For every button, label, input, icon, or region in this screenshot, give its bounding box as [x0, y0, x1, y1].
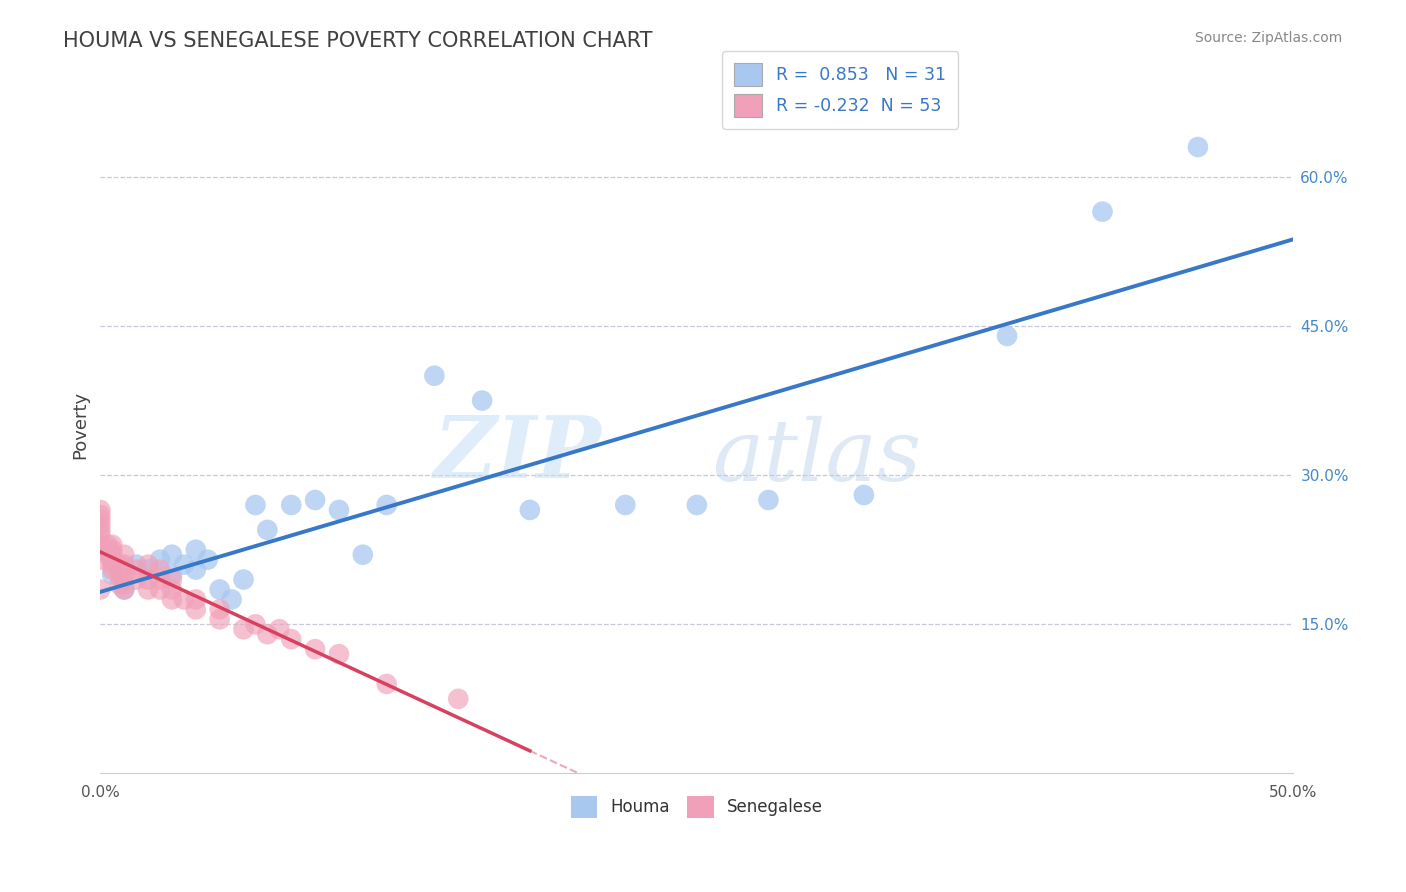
- Point: [136, 582, 159, 597]
- Point: [519, 503, 541, 517]
- Point: [89, 503, 111, 517]
- Point: [280, 498, 302, 512]
- Point: [686, 498, 709, 512]
- Point: [108, 567, 131, 582]
- Point: [112, 558, 135, 572]
- Point: [101, 538, 124, 552]
- Point: [184, 542, 207, 557]
- Point: [136, 558, 159, 572]
- Point: [149, 552, 172, 566]
- Point: [101, 552, 124, 566]
- Point: [352, 548, 374, 562]
- Point: [160, 573, 183, 587]
- Point: [101, 563, 124, 577]
- Point: [101, 567, 124, 582]
- Point: [328, 503, 350, 517]
- Point: [208, 582, 231, 597]
- Point: [447, 691, 470, 706]
- Point: [96, 538, 118, 552]
- Point: [375, 498, 398, 512]
- Point: [173, 592, 195, 607]
- Point: [136, 573, 159, 587]
- Point: [89, 528, 111, 542]
- Point: [423, 368, 446, 383]
- Point: [89, 542, 111, 557]
- Point: [995, 329, 1018, 343]
- Point: [125, 573, 148, 587]
- Point: [245, 498, 267, 512]
- Point: [304, 493, 326, 508]
- Point: [221, 592, 243, 607]
- Point: [96, 548, 118, 562]
- Point: [112, 577, 135, 591]
- Point: [197, 552, 219, 566]
- Point: [108, 558, 131, 572]
- Point: [852, 488, 875, 502]
- Point: [328, 647, 350, 661]
- Point: [1091, 204, 1114, 219]
- Point: [149, 563, 172, 577]
- Point: [160, 567, 183, 582]
- Point: [280, 632, 302, 647]
- Point: [136, 563, 159, 577]
- Point: [89, 538, 111, 552]
- Point: [160, 592, 183, 607]
- Text: atlas: atlas: [711, 416, 921, 498]
- Point: [471, 393, 494, 408]
- Point: [89, 582, 111, 597]
- Point: [160, 548, 183, 562]
- Y-axis label: Poverty: Poverty: [72, 392, 89, 459]
- Point: [208, 602, 231, 616]
- Point: [758, 493, 780, 508]
- Point: [89, 523, 111, 537]
- Point: [101, 558, 124, 572]
- Point: [184, 563, 207, 577]
- Point: [108, 577, 131, 591]
- Point: [208, 612, 231, 626]
- Point: [101, 548, 124, 562]
- Point: [89, 552, 111, 566]
- Point: [101, 542, 124, 557]
- Point: [125, 563, 148, 577]
- Legend: Houma, Senegalese: Houma, Senegalese: [564, 789, 830, 824]
- Point: [96, 542, 118, 557]
- Point: [112, 567, 135, 582]
- Text: Source: ZipAtlas.com: Source: ZipAtlas.com: [1195, 31, 1343, 45]
- Point: [112, 582, 135, 597]
- Point: [89, 508, 111, 522]
- Point: [160, 582, 183, 597]
- Point: [256, 523, 278, 537]
- Point: [304, 642, 326, 657]
- Point: [112, 548, 135, 562]
- Point: [256, 627, 278, 641]
- Point: [614, 498, 637, 512]
- Point: [232, 573, 254, 587]
- Point: [245, 617, 267, 632]
- Point: [269, 622, 291, 636]
- Point: [173, 558, 195, 572]
- Point: [89, 517, 111, 532]
- Point: [108, 563, 131, 577]
- Point: [184, 592, 207, 607]
- Point: [149, 573, 172, 587]
- Point: [125, 558, 148, 572]
- Point: [375, 677, 398, 691]
- Point: [112, 582, 135, 597]
- Point: [149, 582, 172, 597]
- Point: [184, 602, 207, 616]
- Point: [232, 622, 254, 636]
- Text: ZIP: ZIP: [433, 411, 602, 495]
- Point: [89, 513, 111, 527]
- Text: HOUMA VS SENEGALESE POVERTY CORRELATION CHART: HOUMA VS SENEGALESE POVERTY CORRELATION …: [63, 31, 652, 51]
- Point: [1187, 140, 1209, 154]
